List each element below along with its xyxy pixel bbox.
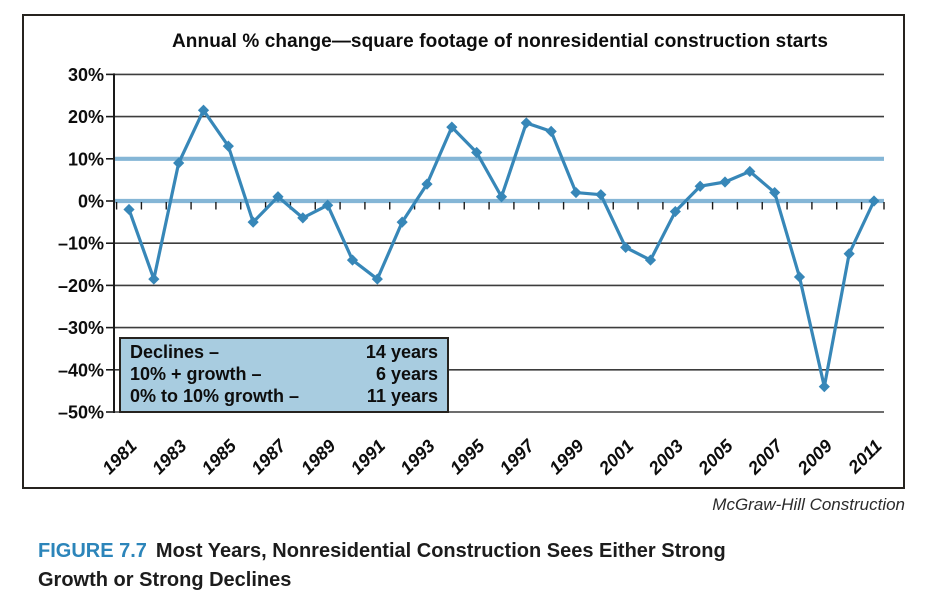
x-tick-label-1993: 1993 <box>396 436 438 478</box>
x-tick-label-2007: 2007 <box>743 435 787 479</box>
x-tick-label-2011: 2011 <box>844 436 886 478</box>
data-point-1984 <box>197 104 210 116</box>
data-point-2003 <box>669 205 681 218</box>
x-tick-label-2003: 2003 <box>644 436 687 479</box>
data-point-1988 <box>297 212 309 224</box>
y-tick-label: 0% <box>78 192 104 212</box>
data-point-1993 <box>421 178 433 190</box>
data-point-1983 <box>173 157 185 169</box>
y-tick-label: –30% <box>58 318 104 338</box>
figure-number: FIGURE 7.7 <box>38 540 147 562</box>
x-tick-label-1995: 1995 <box>446 435 489 478</box>
data-point-2007 <box>769 186 781 199</box>
data-point-1981 <box>123 203 135 216</box>
chart-title: Annual % change—square footage of nonres… <box>171 31 829 52</box>
data-point-1997 <box>520 117 532 129</box>
legend-row-strong-growth: 10% + growth – 6 years <box>130 363 438 385</box>
legend-label: Declines – <box>130 342 220 362</box>
data-point-2009 <box>818 381 830 393</box>
legend-value: 11 years <box>366 386 438 406</box>
data-point-2005 <box>719 176 731 188</box>
x-tick-label-1999: 1999 <box>545 436 587 478</box>
data-point-2001 <box>620 241 632 254</box>
x-tick-label-1987: 1987 <box>247 435 290 478</box>
x-tick-label-2009: 2009 <box>793 436 836 479</box>
data-point-1992 <box>396 216 408 228</box>
y-tick-label: 10% <box>68 149 104 169</box>
y-tick-label: –40% <box>58 360 104 380</box>
y-tick-label: 30% <box>68 65 104 85</box>
x-tick-label-2005: 2005 <box>694 435 738 479</box>
x-tick-label-1985: 1985 <box>198 435 241 478</box>
data-point-2008 <box>793 271 806 283</box>
legend-row-declines: Declines – 14 years <box>130 341 438 363</box>
data-point-1982 <box>148 273 160 285</box>
legend-value: 6 years <box>375 364 438 384</box>
x-tick-label-1981: 1981 <box>98 436 140 478</box>
data-point-2000 <box>595 189 607 201</box>
source-credit: McGraw-Hill Construction <box>712 495 905 514</box>
y-tick-label: –10% <box>58 234 104 254</box>
x-tick-label-1997: 1997 <box>496 435 539 478</box>
data-point-1986 <box>247 216 259 228</box>
y-tick-label: –20% <box>58 276 104 296</box>
legend-label: 10% + growth – <box>130 364 262 384</box>
data-point-1996 <box>495 191 508 203</box>
data-point-1987 <box>272 191 284 203</box>
legend-box: Declines – 14 years 10% + growth – 6 yea… <box>119 337 449 413</box>
data-point-1999 <box>570 186 582 199</box>
data-point-1994 <box>446 121 458 133</box>
data-point-1985 <box>222 140 234 152</box>
x-tick-label-1989: 1989 <box>297 436 339 478</box>
data-point-1990 <box>346 254 359 266</box>
legend-row-moderate-growth: 0% to 10% growth – 11 years <box>130 385 438 407</box>
figure-caption: FIGURE 7.7 Most Years, Nonresidential Con… <box>38 537 768 595</box>
data-point-1989 <box>322 199 334 211</box>
data-point-1995 <box>471 146 483 159</box>
y-tick-label: 20% <box>68 107 104 127</box>
legend-value: 14 years <box>365 342 438 362</box>
data-point-2002 <box>644 254 657 266</box>
legend-label: 0% to 10% growth – <box>130 386 300 406</box>
data-point-2011 <box>868 195 880 207</box>
data-point-2010 <box>843 248 855 260</box>
data-point-1991 <box>371 273 383 285</box>
y-tick-label: –50% <box>58 403 104 423</box>
figure-caption-text: Most Years, Nonresidential Construction … <box>38 540 726 591</box>
data-point-1998 <box>545 125 557 137</box>
data-point-2006 <box>744 165 756 178</box>
x-tick-label-1983: 1983 <box>148 436 190 478</box>
x-tick-label-1991: 1991 <box>347 436 389 478</box>
x-tick-label-2001: 2001 <box>594 436 637 479</box>
data-point-2004 <box>694 180 706 192</box>
